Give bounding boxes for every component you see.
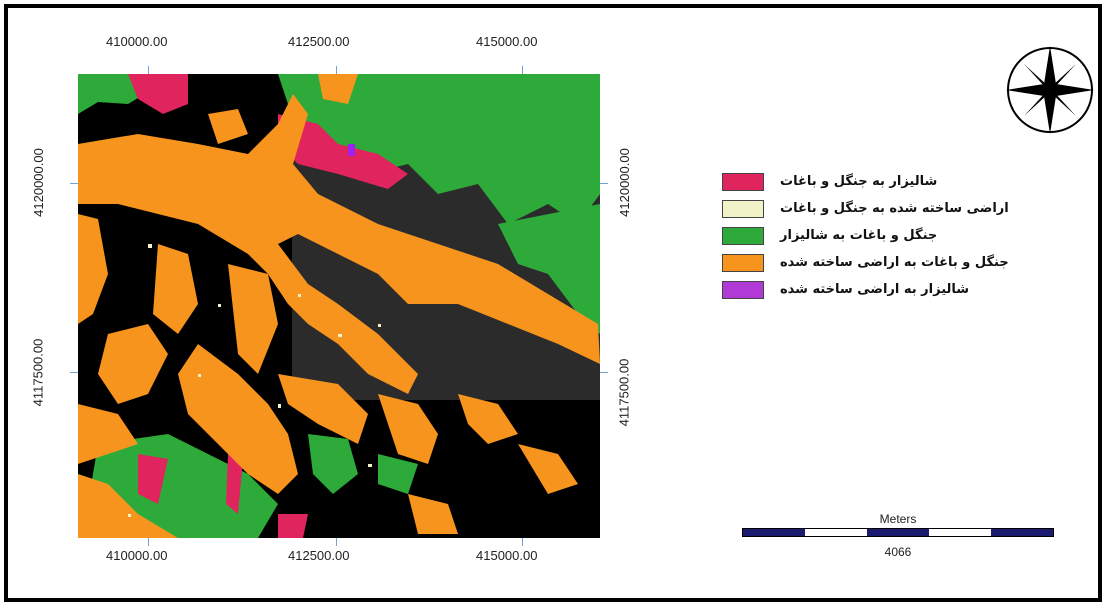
x-tick-top-3: 415000.00: [476, 34, 538, 49]
x-tick-top-1: 410000.00: [106, 34, 168, 49]
y-tick-left-1: 4120000.00: [30, 148, 46, 217]
scale-segment: [805, 529, 867, 536]
land-change-raster: [78, 74, 600, 538]
built-to-forest-patches: [128, 244, 381, 517]
paddy-to-forest-patches: [128, 74, 408, 538]
tick-mark: [148, 66, 149, 74]
scale-segment: [867, 529, 929, 536]
scale-segment: [929, 529, 991, 536]
tick-mark: [600, 183, 608, 184]
tick-mark: [522, 538, 523, 546]
legend-item: جنگل و باغات به اراضی ساخته شده: [722, 249, 1009, 276]
legend-label: اراضی ساخته شده به جنگل و باغات: [780, 201, 1009, 216]
forest-to-built-patches: [78, 74, 600, 538]
x-tick-bottom-1: 410000.00: [106, 548, 168, 563]
scale-segment: [991, 529, 1053, 536]
legend-item: جنگل و باغات به شالیزار: [722, 222, 1009, 249]
legend-item: اراضی ساخته شده به جنگل و باغات: [722, 195, 1009, 222]
scale-bar-units: Meters: [879, 512, 917, 526]
scale-segment: [743, 529, 805, 536]
y-tick-left-2: 4117500.00: [30, 338, 46, 407]
legend-item: شالیزار به جنگل و باغات: [722, 168, 1009, 195]
tick-mark: [336, 66, 337, 74]
legend-swatch: [722, 226, 764, 245]
x-tick-bottom-2: 412500.00: [288, 548, 350, 563]
x-tick-top-2: 412500.00: [288, 34, 350, 49]
legend-label: جنگل و باغات به شالیزار: [780, 228, 938, 243]
tick-mark: [70, 372, 78, 373]
legend-swatch: [722, 199, 764, 218]
legend-swatch: [722, 253, 764, 272]
paddy-to-built-patch: [348, 144, 355, 156]
scale-bar-track: [742, 528, 1054, 537]
tick-mark: [522, 66, 523, 74]
x-tick-bottom-3: 415000.00: [476, 548, 538, 563]
y-tick-right-1: 4120000.00: [616, 148, 632, 217]
scale-bar: Meters 4066: [742, 512, 1054, 559]
land-change-map[interactable]: [78, 74, 600, 538]
compass-rose-icon: [1004, 44, 1096, 136]
legend-swatch: [722, 280, 764, 299]
tick-mark: [336, 538, 337, 546]
legend-item: شالیزار به اراضی ساخته شده: [722, 276, 1009, 303]
map-legend: شالیزار به جنگل و باغات اراضی ساخته شده …: [722, 168, 1009, 303]
legend-label: شالیزار به جنگل و باغات: [780, 174, 938, 189]
tick-mark: [70, 183, 78, 184]
legend-label: جنگل و باغات به اراضی ساخته شده: [780, 255, 1009, 270]
scale-bar-value: 4066: [884, 545, 912, 559]
legend-label: شالیزار به اراضی ساخته شده: [780, 282, 970, 297]
tick-mark: [148, 538, 149, 546]
legend-swatch: [722, 172, 764, 191]
y-tick-right-2: 4117500.00: [616, 358, 632, 427]
tick-mark: [600, 372, 608, 373]
